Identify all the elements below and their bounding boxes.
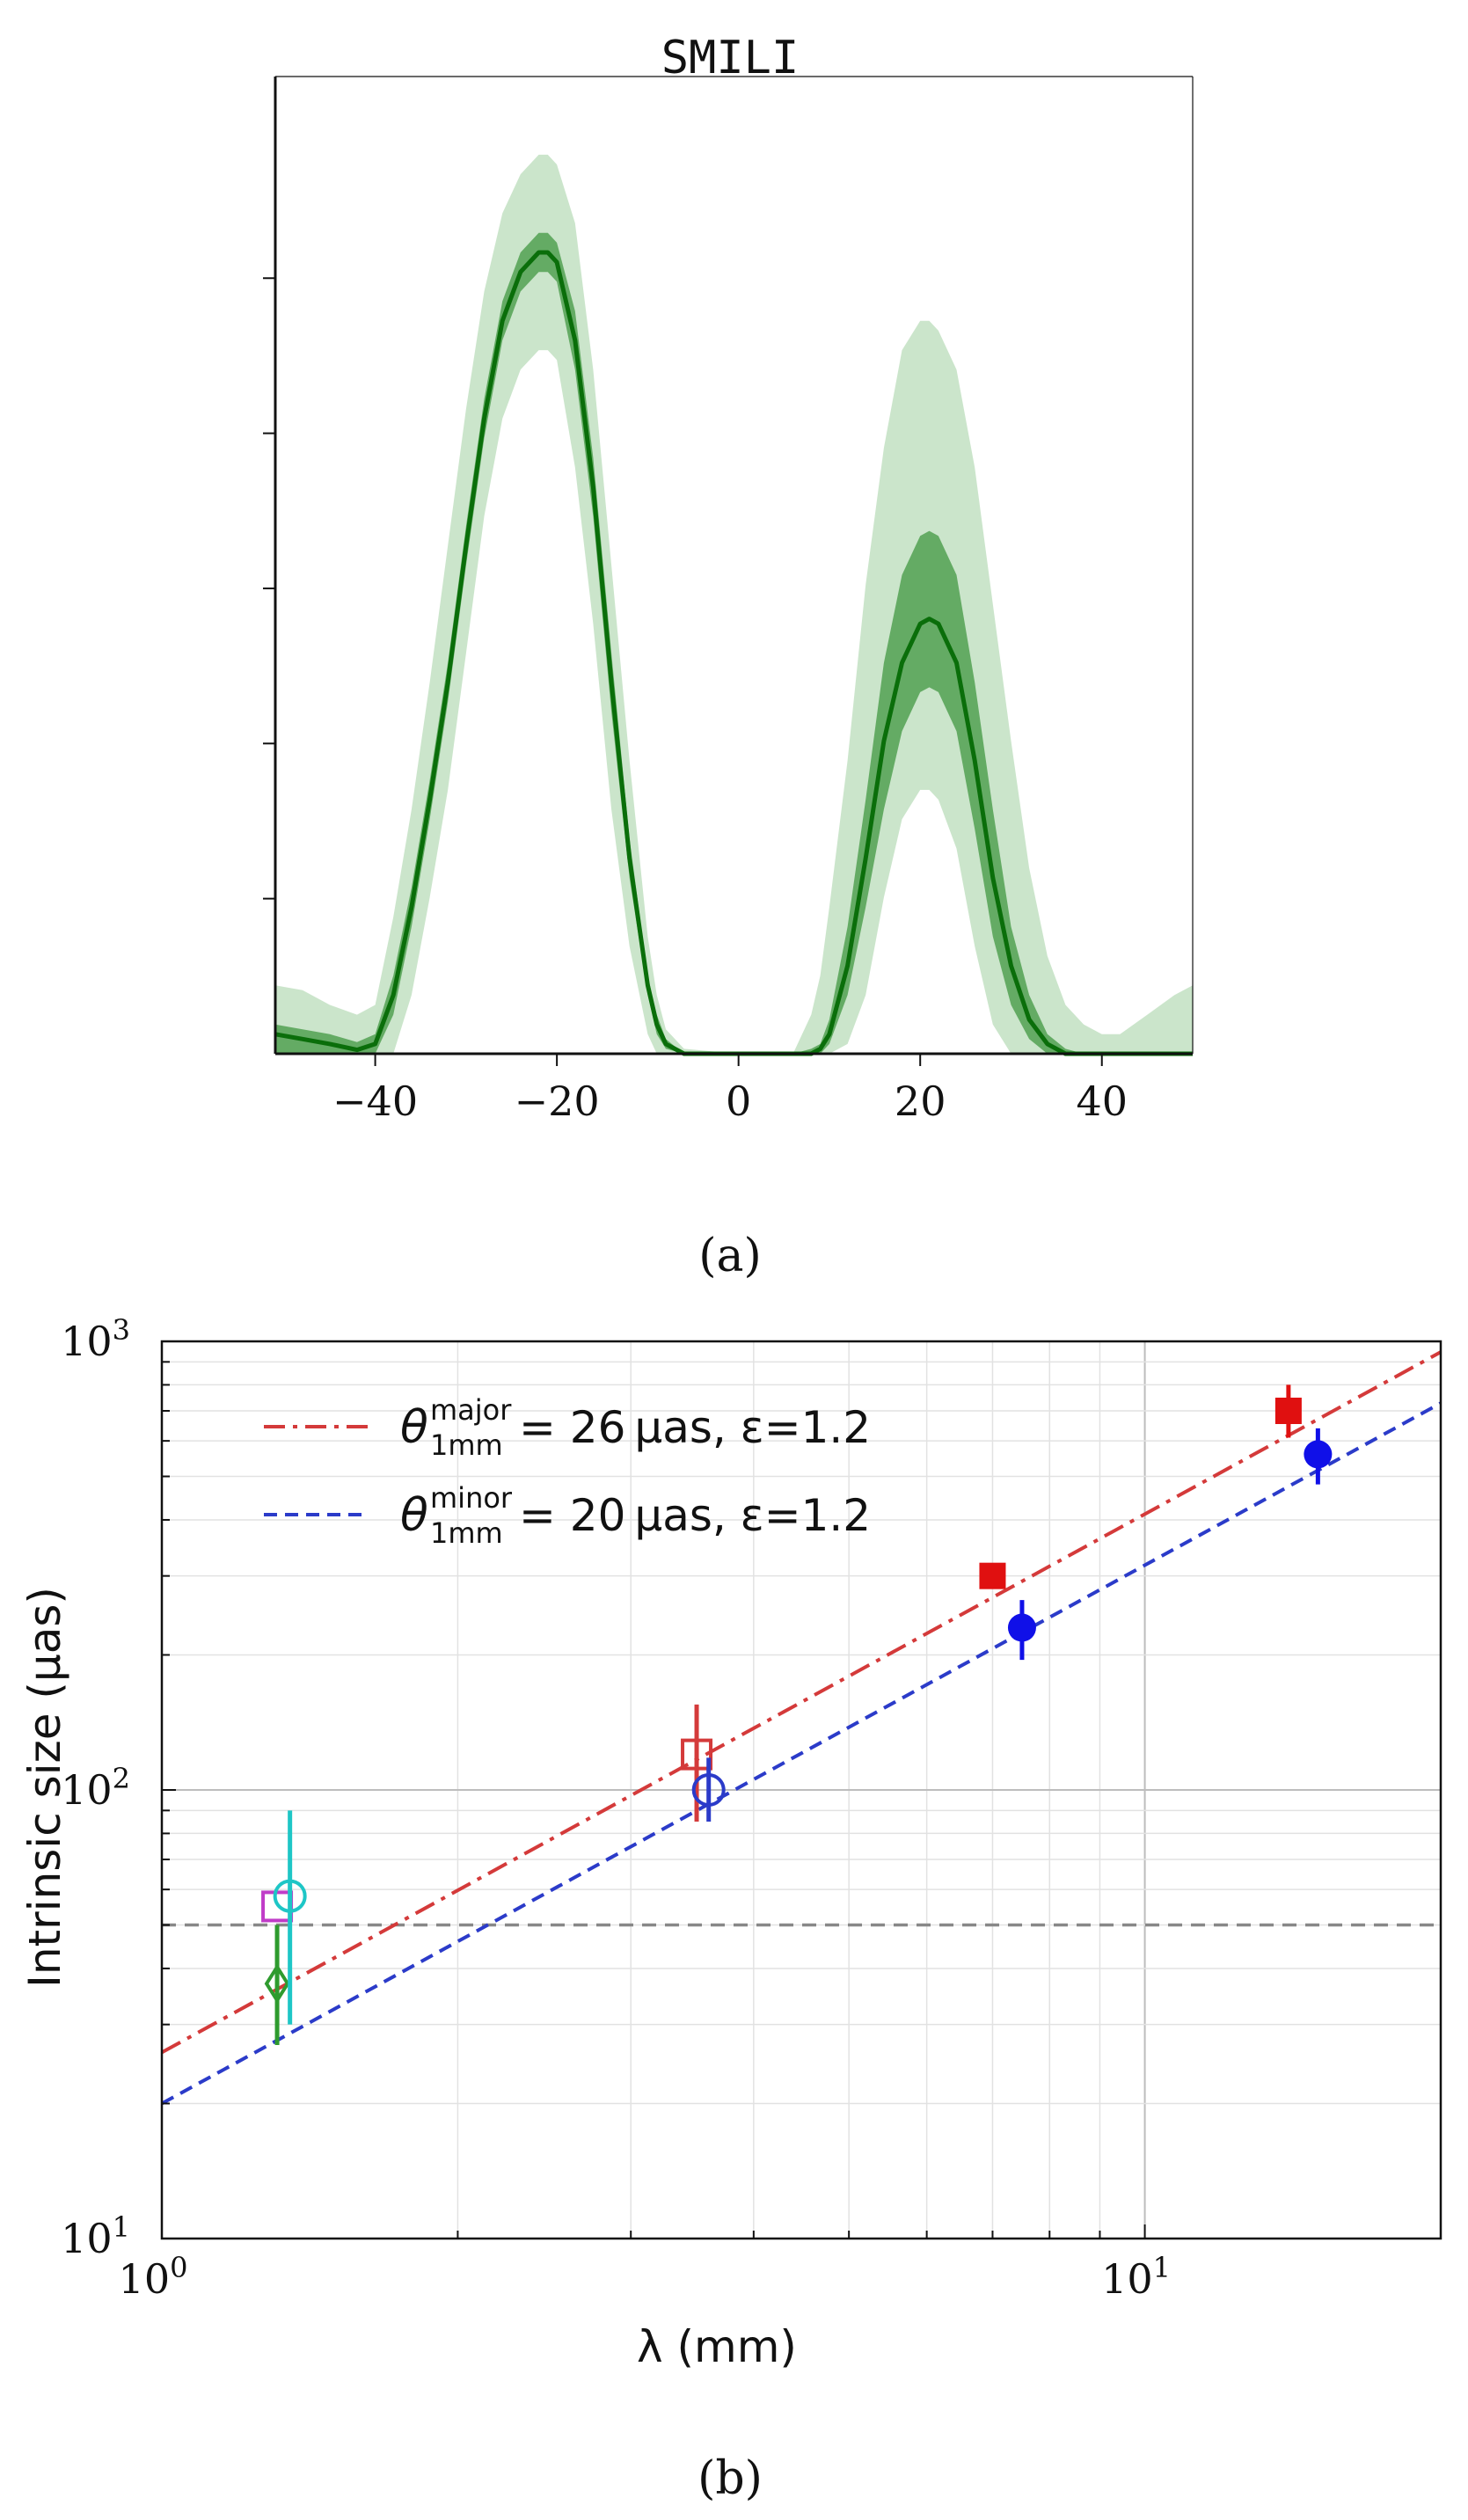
legend-subscript-minor: 1mm bbox=[430, 1516, 503, 1550]
panel-a-ticks: −40 −20 0 20 40 bbox=[263, 277, 1128, 1125]
tick-exponent: 0 bbox=[170, 2251, 187, 2284]
legend-theta-major: θ bbox=[400, 1401, 428, 1454]
data-point-diamond bbox=[264, 1963, 290, 2004]
data-point-square bbox=[1274, 1398, 1302, 1424]
y-tick-label: 103 bbox=[61, 1313, 130, 1365]
y-tick-label: 101 bbox=[61, 2210, 130, 2262]
data-point-circle bbox=[1007, 1613, 1036, 1642]
legend-equation-minor: = 20 μas, ε=1.2 bbox=[519, 1490, 871, 1541]
tick-exponent: 1 bbox=[113, 2210, 130, 2244]
data-point-circle bbox=[273, 1879, 307, 1913]
x-tick-label: 40 bbox=[1076, 1077, 1128, 1125]
data-point-circle bbox=[1304, 1440, 1333, 1469]
tick-exponent: 1 bbox=[1153, 2251, 1171, 2284]
x-tick-label: 0 bbox=[726, 1077, 751, 1125]
legend-superscript-minor: minor bbox=[430, 1481, 513, 1515]
tick-base: 10 bbox=[1101, 2255, 1153, 2303]
data-point-circle bbox=[691, 1773, 726, 1807]
x-tick-label: 20 bbox=[895, 1077, 946, 1125]
panel-a-frame bbox=[274, 76, 1194, 1055]
y-axis-label: Intrinsic size (μas) bbox=[19, 1587, 70, 1988]
tick-exponent: 2 bbox=[113, 1762, 130, 1795]
data-point-square bbox=[681, 1738, 713, 1771]
panel-b-grid bbox=[162, 1341, 1441, 2239]
x-tick-label: −40 bbox=[332, 1077, 418, 1125]
tick-base: 10 bbox=[61, 1318, 113, 1365]
panel-b-data-points bbox=[261, 1384, 1333, 2046]
tick-base: 10 bbox=[61, 2215, 113, 2262]
fit-line-minor bbox=[161, 1401, 1442, 2106]
panel-a: SMILI −40 −20 0 20 40 (a) bbox=[263, 32, 1194, 1282]
tick-base: 10 bbox=[61, 1766, 113, 1814]
panel-a-title: SMILI bbox=[661, 32, 800, 84]
legend-subscript-major: 1mm bbox=[430, 1428, 503, 1462]
legend-superscript-major: major bbox=[430, 1393, 512, 1427]
x-tick-label: 101 bbox=[1101, 2251, 1171, 2303]
panel-a-bands bbox=[274, 154, 1193, 1056]
x-axis-label: λ (mm) bbox=[637, 2321, 797, 2372]
x-tick-label: −20 bbox=[515, 1077, 600, 1125]
x-tick-label: 100 bbox=[119, 2251, 188, 2303]
fit-line-major bbox=[161, 1350, 1442, 2055]
data-point-square bbox=[979, 1562, 1006, 1589]
outer-confidence-band bbox=[275, 154, 1193, 1054]
tick-base: 10 bbox=[119, 2255, 171, 2303]
legend-theta-minor: θ bbox=[400, 1489, 428, 1542]
legend-equation-major: = 26 μas, ε=1.2 bbox=[519, 1402, 871, 1453]
panel-a-caption: (a) bbox=[698, 1230, 762, 1282]
tick-exponent: 3 bbox=[113, 1313, 130, 1347]
panel-b-fit-lines bbox=[161, 1350, 1442, 2106]
y-tick-label: 102 bbox=[61, 1762, 130, 1814]
panel-b-caption: (b) bbox=[697, 2452, 763, 2505]
